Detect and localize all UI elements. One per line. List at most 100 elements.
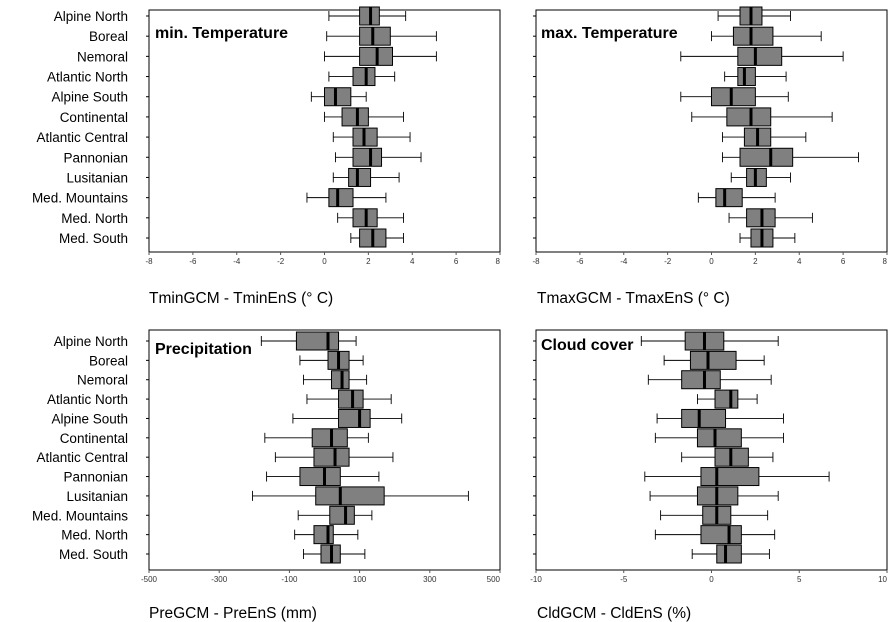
panel-1: Alpine North Boreal Nemoral Atlantic North A… (32, 6, 501, 307)
box-boreal (299, 350, 364, 370)
x-tick-label: -300 (211, 575, 228, 584)
iqr-box (716, 544, 742, 564)
box-continental (264, 428, 369, 448)
x-axis-label: PreGCM - PreEnS (mm) (149, 605, 317, 622)
category-label: Continental (60, 110, 128, 125)
iqr-box (726, 107, 772, 127)
x-tick-label: 5 (797, 575, 802, 584)
iqr-box (315, 486, 385, 506)
category-label: Med. North (61, 211, 128, 226)
category-label: Atlantic Central (36, 450, 128, 465)
box-med-north (337, 208, 404, 228)
iqr-box (711, 87, 756, 107)
category-label: Boreal (89, 29, 128, 44)
box-med-mountains (697, 188, 776, 208)
x-tick-label: -4 (233, 257, 241, 266)
x-tick-label: 6 (841, 257, 846, 266)
box-alpine-north (260, 331, 357, 351)
category-label: Atlantic Central (36, 130, 128, 145)
x-tick-label: 500 (487, 575, 501, 584)
x-tick-label: -10 (530, 575, 542, 584)
category-label: Continental (60, 431, 128, 446)
box-lusitanian (332, 167, 400, 187)
category-label: Med. Mountains (32, 191, 128, 206)
panel-2: -8 -6 -4 -2 0 2 4 6 8 max. Temperature TmaxGCM - T… (532, 6, 888, 307)
box-nemoral (302, 370, 368, 390)
box-alpine-south (680, 87, 789, 107)
iqr-box (313, 447, 350, 467)
x-axis-label: TmaxGCM - TmaxEnS (° C) (537, 290, 730, 307)
box-med-south (691, 544, 770, 564)
box-med-mountains (660, 505, 769, 525)
box-atlantic-north (697, 389, 758, 409)
category-label: Alpine North (54, 9, 128, 24)
category-label: Lusitanian (66, 170, 128, 185)
x-tick-label: 0 (709, 257, 714, 266)
box-med-south (739, 228, 796, 248)
x-tick-label: 6 (454, 257, 459, 266)
box-pannonian (644, 467, 830, 487)
iqr-box (313, 525, 334, 545)
category-label: Med. South (59, 231, 128, 246)
iqr-box (295, 331, 340, 351)
category-label: Nemoral (77, 373, 128, 388)
iqr-box (737, 67, 756, 87)
category-label: Atlantic North (47, 70, 128, 85)
x-tick-label: -100 (281, 575, 298, 584)
box-continental (691, 107, 833, 127)
box-nemoral (680, 46, 844, 66)
box-atlantic-north (306, 389, 392, 409)
iqr-box (359, 26, 391, 46)
x-tick-label: 100 (353, 575, 367, 584)
category-label: Nemoral (77, 49, 128, 64)
panel-title: max. Temperature (541, 25, 678, 42)
box-med-north (728, 208, 813, 228)
iqr-box (338, 408, 371, 428)
iqr-box (700, 467, 760, 487)
plot-frame (148, 329, 501, 571)
box-atlantic-central (332, 127, 411, 147)
panel-4: -10 -5 0 5 10 Cloud cover CldGCM - CldEnS (%) (530, 329, 888, 622)
iqr-box (311, 428, 348, 448)
iqr-box (331, 370, 350, 390)
panel-title: Precipitation (155, 341, 252, 358)
category-label: Pannonian (63, 150, 128, 165)
category-label: Alpine South (51, 411, 128, 426)
x-tick-label: -500 (141, 575, 158, 584)
box-nemoral (647, 370, 772, 390)
box-boreal (326, 26, 437, 46)
x-tick-label: -8 (145, 257, 153, 266)
x-tick-label: -4 (620, 257, 628, 266)
iqr-box (715, 188, 743, 208)
panel-title: Cloud cover (541, 337, 633, 354)
x-tick-label: 8 (496, 257, 501, 266)
category-label: Alpine North (54, 334, 128, 349)
category-label: Pannonian (63, 470, 128, 485)
iqr-box (338, 389, 364, 409)
category-label: Med. Mountains (32, 508, 128, 523)
x-tick-label: -5 (620, 575, 628, 584)
iqr-box (329, 505, 355, 525)
x-tick-label: 300 (423, 575, 437, 584)
iqr-box (681, 370, 721, 390)
iqr-box (299, 467, 341, 487)
box-med-south (350, 228, 404, 248)
plot-frame (535, 9, 888, 253)
category-label: Alpine South (51, 90, 128, 105)
box-alpine-south (292, 408, 403, 428)
box-pannonian (335, 147, 422, 167)
box-boreal (711, 26, 822, 46)
box-atlantic-central (681, 447, 774, 467)
x-tick-label: 0 (322, 257, 327, 266)
box-pannonian (722, 147, 859, 167)
panel-3: Alpine North Boreal Nemoral Atlantic North A… (32, 329, 501, 622)
box-lusitanian (730, 167, 791, 187)
plot-frame (148, 9, 501, 253)
category-label: Boreal (89, 353, 128, 368)
box-med-north (294, 525, 359, 545)
box-alpine-south (310, 87, 367, 107)
box-atlantic-central (274, 447, 394, 467)
box-alpine-south (656, 408, 784, 428)
box-continental (654, 428, 784, 448)
iqr-box (737, 46, 783, 66)
